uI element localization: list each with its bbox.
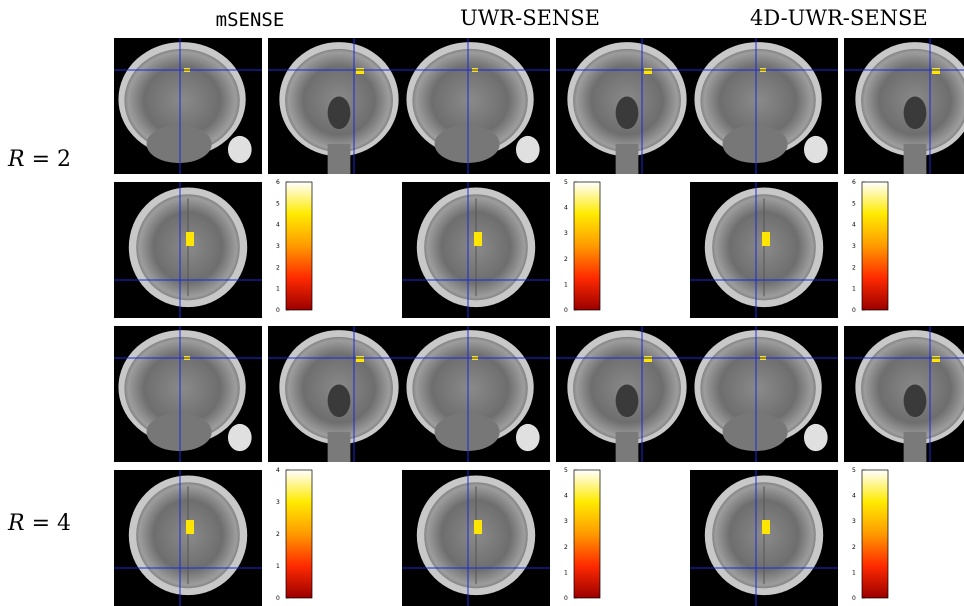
colorbar-tick-label: 3 [852, 518, 856, 525]
colorbar-tick-label: 0 [564, 595, 568, 602]
colorbar-tick-label: 2 [852, 544, 856, 551]
row-label-var: R [8, 147, 25, 172]
axial-slice [690, 182, 838, 318]
row-label-eq: = 4 [31, 511, 72, 536]
colorbar-tick-label: 6 [276, 179, 280, 186]
colorbar-tick-label: 5 [852, 467, 856, 474]
column-title-uwr-sense: UWR-SENSE [460, 6, 600, 30]
colorbar-tick-label: 2 [564, 256, 568, 263]
sagittal-slice [690, 38, 838, 174]
colorbar-tick-label: 1 [852, 286, 856, 293]
column-title-msense: mSENSE [215, 9, 285, 31]
colorbar-tick-label: 3 [276, 243, 280, 250]
colorbar-tick-label: 4 [852, 222, 856, 229]
colorbar-tick-label: 2 [276, 264, 280, 271]
axial-slice [402, 182, 550, 318]
axial-slice [690, 470, 838, 606]
colorbar: 0 1 2 3 4 5 [852, 466, 896, 604]
colorbar-tick-label: 1 [276, 563, 280, 570]
axial-slice [402, 470, 550, 606]
colorbar-tick-label: 4 [852, 493, 856, 500]
colorbar: 0 1 2 3 4 5 [564, 466, 608, 604]
coronal-slice [268, 326, 410, 462]
colorbar-tick-label: 0 [276, 595, 280, 602]
colorbar-tick-label: 3 [852, 243, 856, 250]
colorbar-tick-label: 4 [564, 493, 568, 500]
colorbar-tick-label: 2 [276, 531, 280, 538]
colorbar: 0 1 2 3 4 5 6 [852, 178, 896, 316]
row-label-r2: R = 2 [8, 147, 71, 172]
colorbar-tick-label: 1 [276, 286, 280, 293]
colorbar-tick-label: 1 [564, 281, 568, 288]
coronal-slice [268, 38, 410, 174]
colorbar-tick-label: 5 [564, 179, 568, 186]
colorbar-tick-label: 3 [276, 499, 280, 506]
colorbar-tick-label: 4 [276, 222, 280, 229]
sagittal-slice [402, 38, 550, 174]
coronal-slice [556, 38, 698, 174]
sagittal-slice [402, 326, 550, 462]
coronal-slice [844, 38, 964, 174]
row-label-r4: R = 4 [8, 511, 71, 536]
colorbar-tick-label: 1 [852, 569, 856, 576]
row-label-eq: = 2 [31, 147, 72, 172]
colorbar-tick-label: 1 [564, 569, 568, 576]
colorbar-tick-label: 5 [564, 467, 568, 474]
coronal-slice [556, 326, 698, 462]
column-title-4d-uwr-sense: 4D-UWR-SENSE [750, 6, 928, 30]
sagittal-slice [114, 38, 262, 174]
sagittal-slice [690, 326, 838, 462]
sagittal-slice [114, 326, 262, 462]
colorbar-tick-label: 5 [276, 200, 280, 207]
colorbar: 0 1 2 3 4 5 [564, 178, 608, 316]
colorbar-tick-label: 4 [564, 205, 568, 212]
colorbar: 0 1 2 3 4 5 6 [276, 178, 320, 316]
colorbar-tick-label: 5 [852, 200, 856, 207]
colorbar-tick-label: 0 [852, 595, 856, 602]
colorbar-tick-label: 4 [276, 467, 280, 474]
colorbar-tick-label: 0 [564, 307, 568, 314]
colorbar-tick-label: 2 [852, 264, 856, 271]
coronal-slice [844, 326, 964, 462]
colorbar-tick-label: 0 [276, 307, 280, 314]
colorbar-tick-label: 2 [564, 544, 568, 551]
colorbar-tick-label: 3 [564, 230, 568, 237]
colorbar: 0 1 2 3 4 [276, 466, 320, 604]
colorbar-tick-label: 0 [852, 307, 856, 314]
colorbar-tick-label: 6 [852, 179, 856, 186]
colorbar-tick-label: 3 [564, 518, 568, 525]
axial-slice [114, 182, 262, 318]
row-label-var: R [8, 511, 25, 536]
axial-slice [114, 470, 262, 606]
